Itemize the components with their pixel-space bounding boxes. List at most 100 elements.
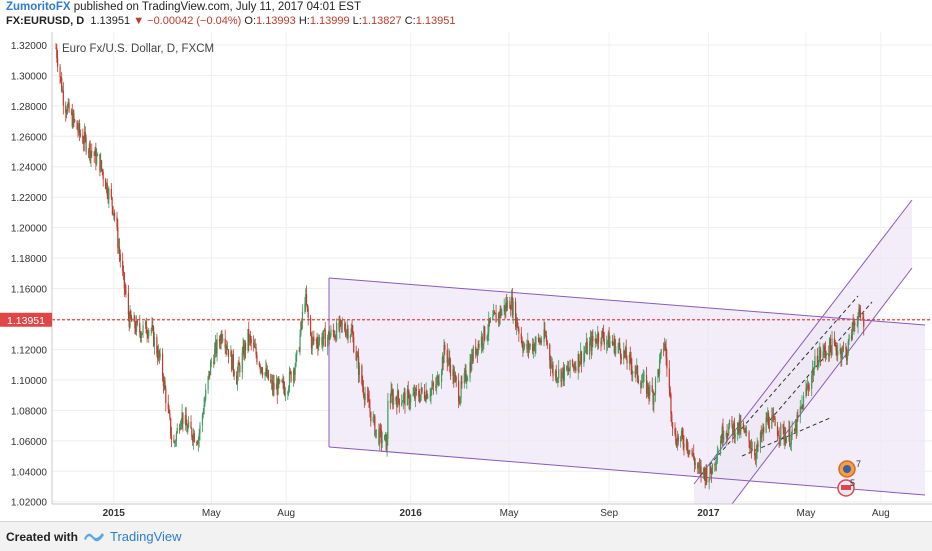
- candle-body: [732, 424, 734, 435]
- candle-body: [783, 428, 785, 441]
- candle-body: [374, 416, 376, 436]
- candle-body: [323, 329, 326, 331]
- candle-body: [181, 412, 183, 421]
- candle-body: [65, 112, 68, 114]
- candle-body: [626, 359, 628, 364]
- candle-body: [196, 442, 199, 445]
- candle-body: [146, 333, 148, 335]
- candle-body: [259, 365, 261, 370]
- last-price: 1.13951: [90, 15, 131, 27]
- candle-body: [797, 414, 799, 417]
- candle-body: [113, 212, 116, 217]
- candle-body: [552, 364, 554, 377]
- candle-body: [578, 354, 580, 367]
- candle-body: [589, 342, 591, 355]
- candle-body: [700, 466, 702, 476]
- candle-body: [799, 406, 801, 417]
- candle-body: [134, 316, 136, 329]
- candle-body: [634, 371, 636, 374]
- candle-body: [436, 375, 439, 381]
- candle-body: [176, 427, 178, 434]
- candle-body: [740, 423, 742, 432]
- candle-body: [435, 385, 437, 389]
- candle-body: [671, 414, 673, 423]
- candle-body: [835, 344, 837, 351]
- candle-body: [157, 354, 159, 360]
- candle-body: [452, 369, 454, 377]
- candle-body: [537, 337, 539, 339]
- candle-body: [129, 311, 131, 328]
- ideas-badge[interactable]: 7 5: [837, 459, 861, 497]
- change-arrow-icon: ▼: [133, 15, 145, 27]
- candle-body: [429, 395, 431, 397]
- y-tick-label: 1.10000: [11, 376, 48, 387]
- candle-body: [499, 309, 501, 318]
- candle-body: [558, 369, 560, 378]
- candle-body: [233, 371, 235, 376]
- falling-channel-top-line: [328, 277, 926, 326]
- candle-body: [618, 342, 620, 346]
- candle-body: [266, 368, 268, 377]
- candle-body: [755, 452, 757, 459]
- candle-body: [147, 334, 149, 337]
- candle-body: [327, 331, 330, 338]
- price-chart[interactable]: 1.32000 1.30000 1.28000 1.26000 1.24000 1.220…: [0, 32, 932, 519]
- candle-body: [772, 414, 774, 417]
- candle-body: [328, 331, 330, 340]
- candle-body: [756, 443, 758, 453]
- candle-body: [668, 368, 670, 388]
- candle-body: [237, 363, 239, 373]
- candle-body: [681, 430, 683, 436]
- candle-body: [392, 397, 395, 405]
- tradingview-link[interactable]: TradingView: [110, 529, 182, 544]
- candle-body: [750, 448, 753, 451]
- candle-body: [722, 426, 724, 440]
- candle-body: [226, 346, 228, 350]
- candle-body: [248, 335, 251, 343]
- candle-body: [391, 390, 393, 394]
- candle-body: [734, 433, 736, 438]
- candle-body: [606, 340, 609, 343]
- candle-body: [813, 366, 815, 375]
- candle-body: [384, 435, 386, 441]
- candle-body: [592, 336, 594, 342]
- candle-body: [710, 466, 712, 473]
- candle-body: [256, 354, 258, 363]
- candle-body: [95, 149, 97, 164]
- candle-body: [640, 382, 642, 388]
- candle-body: [148, 330, 150, 337]
- candle-body: [528, 346, 531, 350]
- author-link[interactable]: ZumoritoFX: [6, 1, 71, 13]
- candle-body: [94, 149, 96, 156]
- candle-body: [315, 339, 317, 342]
- candle-body: [659, 353, 661, 360]
- candle-body: [275, 383, 278, 390]
- candle-body: [414, 391, 416, 399]
- candle-body: [774, 418, 776, 426]
- candle-body: [859, 311, 862, 318]
- candle-body: [316, 339, 318, 344]
- falling-channel-bottom-line: [328, 446, 926, 496]
- candle-body: [221, 333, 223, 341]
- candle-body: [817, 364, 819, 366]
- candle-body: [500, 309, 502, 316]
- candle-body: [511, 297, 513, 316]
- candle-body: [613, 338, 615, 346]
- candle-body: [465, 370, 467, 382]
- created-with-label: Created with: [6, 530, 79, 544]
- candle-body: [406, 389, 409, 406]
- candle-body: [136, 320, 138, 324]
- candle-body: [728, 426, 730, 436]
- candle-body: [260, 367, 262, 370]
- x-tick-label: Aug: [277, 508, 295, 519]
- candle-body: [421, 387, 423, 392]
- candle-body: [281, 379, 283, 383]
- candle-body: [702, 467, 705, 476]
- candle-body: [807, 385, 810, 388]
- candle-body: [390, 390, 392, 403]
- candle-body: [493, 311, 496, 314]
- candle-body: [301, 322, 303, 324]
- candle-body: [705, 468, 707, 482]
- candle-body: [389, 400, 391, 403]
- candle-body: [793, 429, 796, 432]
